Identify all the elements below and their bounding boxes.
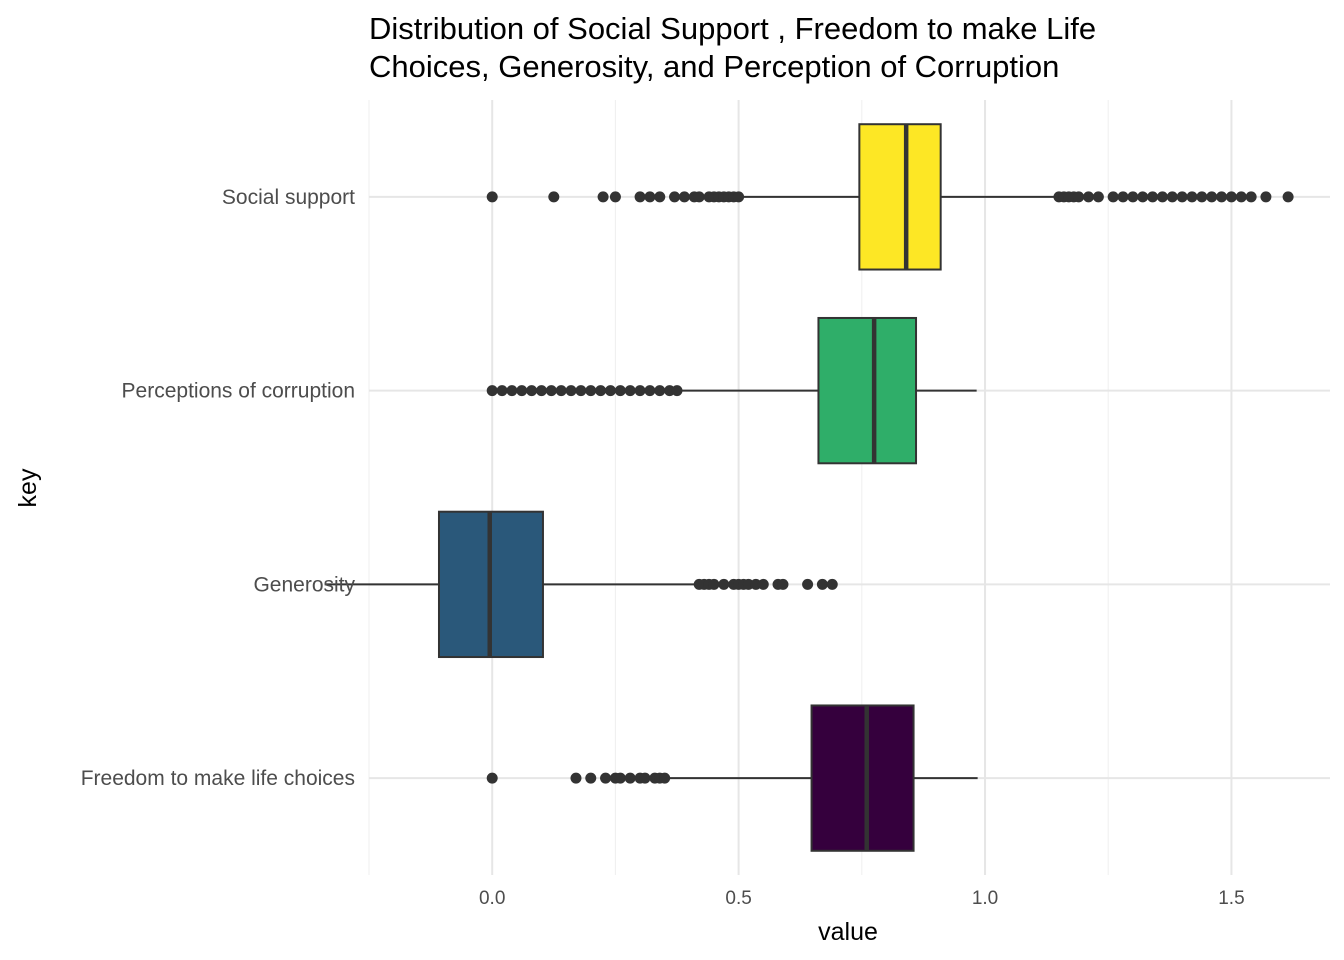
outlier-point xyxy=(654,191,666,203)
outlier-point xyxy=(614,772,626,784)
outlier-point xyxy=(609,191,621,203)
box-freedom-to-make-life-choices xyxy=(486,704,978,852)
outlier-point xyxy=(516,385,528,397)
chart-title-line-2: Choices, Generosity, and Perception of C… xyxy=(369,49,1059,84)
y-axis-title: key xyxy=(14,468,42,507)
category-label: Generosity xyxy=(253,573,355,596)
outlier-point xyxy=(570,772,582,784)
outlier-point xyxy=(545,385,557,397)
outlier-point xyxy=(1156,191,1168,203)
category-label: Freedom to make life choices xyxy=(81,767,355,790)
box-iqr xyxy=(858,123,942,271)
outlier-point xyxy=(1260,191,1272,203)
outlier-point xyxy=(506,385,518,397)
x-tick-label: 1.5 xyxy=(1218,888,1244,909)
outlier-point xyxy=(777,578,789,590)
outlier-point xyxy=(575,385,587,397)
box-iqr xyxy=(817,316,918,465)
outlier-point xyxy=(1092,191,1104,203)
outlier-point xyxy=(1127,191,1139,203)
outlier-point xyxy=(669,191,681,203)
outlier-point xyxy=(548,191,560,203)
outlier-point xyxy=(585,385,597,397)
category-labels: Social support Perceptions of corruption G… xyxy=(81,186,356,790)
outlier-point xyxy=(639,772,651,784)
outlier-point xyxy=(634,191,646,203)
box-generosity xyxy=(324,510,838,659)
outlier-point xyxy=(604,385,616,397)
outlier-point xyxy=(826,578,838,590)
outlier-point xyxy=(1225,191,1237,203)
chart-title-line-1: Distribution of Social Support , Freedom… xyxy=(369,11,1096,46)
outlier-point xyxy=(634,385,646,397)
category-label: Perceptions of corruption xyxy=(122,380,355,403)
outlier-point xyxy=(678,191,690,203)
outlier-point xyxy=(1245,191,1257,203)
outlier-point xyxy=(1117,191,1129,203)
x-tick-labels: 0.0 0.5 1.0 1.5 xyxy=(479,888,1245,909)
outlier-point xyxy=(1196,191,1208,203)
outlier-point xyxy=(585,772,597,784)
outlier-point xyxy=(1166,191,1178,203)
outlier-point xyxy=(718,578,730,590)
outlier-point xyxy=(1137,191,1149,203)
outlier-point xyxy=(708,578,720,590)
outlier-point xyxy=(1147,191,1159,203)
outlier-point xyxy=(1186,191,1198,203)
outlier-point xyxy=(535,385,547,397)
box-plots xyxy=(324,123,1294,852)
outlier-point xyxy=(757,578,769,590)
outlier-point xyxy=(555,385,567,397)
x-tick-label: 1.0 xyxy=(972,888,998,909)
outlier-point xyxy=(816,578,828,590)
outlier-point xyxy=(671,385,683,397)
box-iqr xyxy=(810,704,915,852)
x-tick-label: 0.5 xyxy=(725,888,751,909)
outlier-point xyxy=(1073,191,1085,203)
box-social-support xyxy=(486,123,1294,271)
outlier-point xyxy=(644,385,656,397)
outlier-point xyxy=(1206,191,1218,203)
outlier-point xyxy=(597,191,609,203)
outlier-point xyxy=(644,191,656,203)
outlier-point xyxy=(1216,191,1228,203)
outlier-point xyxy=(614,385,626,397)
outlier-point xyxy=(486,385,498,397)
outlier-point xyxy=(486,772,498,784)
outlier-point xyxy=(733,191,745,203)
x-axis-title: value xyxy=(818,918,878,946)
outlier-point xyxy=(1176,191,1188,203)
outlier-point xyxy=(659,772,671,784)
box-perceptions-of-corruption xyxy=(486,316,977,465)
category-label: Social support xyxy=(222,186,355,209)
outlier-point xyxy=(654,385,666,397)
outlier-point xyxy=(496,385,508,397)
outlier-point xyxy=(1083,191,1095,203)
outlier-point xyxy=(693,191,705,203)
outlier-point xyxy=(526,385,538,397)
outlier-point xyxy=(595,385,607,397)
outlier-point xyxy=(1235,191,1247,203)
outlier-point xyxy=(802,578,814,590)
x-tick-label: 0.0 xyxy=(479,888,505,909)
outlier-point xyxy=(624,772,636,784)
outlier-point xyxy=(486,191,498,203)
outlier-point xyxy=(624,385,636,397)
outlier-point xyxy=(1107,191,1119,203)
outlier-point xyxy=(600,772,612,784)
outlier-point xyxy=(565,385,577,397)
outlier-point xyxy=(1282,191,1294,203)
